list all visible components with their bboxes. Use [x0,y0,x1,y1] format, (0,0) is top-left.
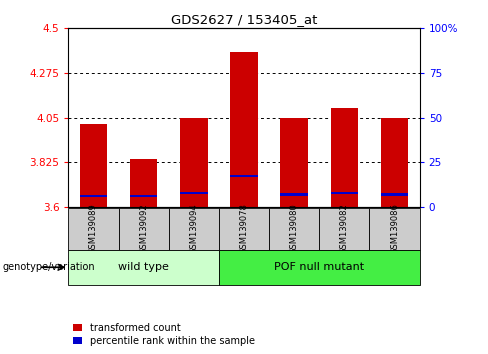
Bar [369,208,420,250]
Text: genotype/variation: genotype/variation [2,262,95,272]
Bar [230,52,258,207]
Bar [269,208,319,250]
Bar [281,118,308,207]
Text: GSM139080: GSM139080 [290,203,299,254]
Text: GSM139092: GSM139092 [139,203,148,254]
Bar [381,118,408,207]
Text: GSM139089: GSM139089 [89,203,98,254]
Bar [119,208,169,250]
Bar [219,208,269,250]
Bar [80,124,107,207]
Bar [169,208,219,250]
Text: GSM139082: GSM139082 [340,203,349,254]
Bar [180,118,207,207]
Bar [230,175,258,177]
Text: GSM139086: GSM139086 [390,203,399,254]
Bar [319,208,369,250]
Bar [330,108,358,207]
Bar [330,192,358,194]
Bar [219,250,420,285]
Text: GSM139078: GSM139078 [240,203,248,254]
Text: wild type: wild type [118,262,169,272]
Bar [80,195,107,197]
Bar [180,192,207,194]
Bar [381,193,408,196]
Legend: transformed count, percentile rank within the sample: transformed count, percentile rank withi… [73,323,255,346]
Bar [130,159,158,207]
Text: GSM139094: GSM139094 [189,203,198,254]
Bar [281,193,308,196]
Bar [130,195,158,197]
Bar [68,250,219,285]
Bar [68,208,119,250]
Title: GDS2627 / 153405_at: GDS2627 / 153405_at [171,13,317,26]
Text: POF null mutant: POF null mutant [274,262,365,272]
